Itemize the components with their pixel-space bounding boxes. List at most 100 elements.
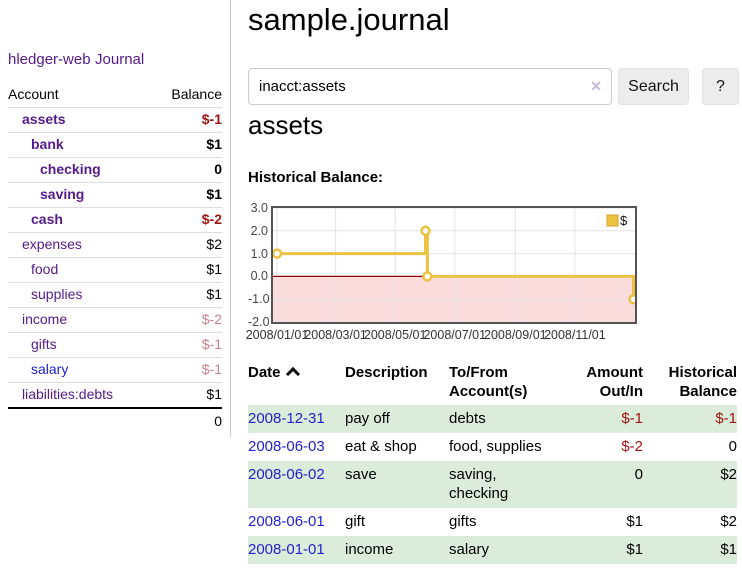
transaction-date-cell: 2008-01-01 <box>248 536 345 564</box>
account-link[interactable]: assets <box>22 111 66 127</box>
register-header-amount: Amount Out/In <box>563 361 643 405</box>
account-row: cash $-2 <box>8 208 222 233</box>
account-balance: $-2 <box>152 208 222 233</box>
account-link[interactable]: bank <box>31 136 64 152</box>
account-link[interactable]: salary <box>31 361 68 377</box>
register-header-date[interactable]: Date <box>248 361 345 405</box>
page-title: sample.journal <box>248 2 450 38</box>
account-name-cell: liabilities:debts <box>8 383 152 409</box>
transaction-accounts: food, supplies <box>449 433 563 461</box>
register-header-balance: Historical Balance <box>643 361 737 405</box>
account-name-cell: assets <box>8 108 152 133</box>
transaction-accounts: debts <box>449 405 563 433</box>
account-link[interactable]: food <box>31 261 58 277</box>
sidebar-item-journal[interactable]: Journal <box>95 51 144 68</box>
account-link[interactable]: expenses <box>22 236 82 252</box>
transaction-row: 2008-06-03 eat & shop food, supplies $-2… <box>248 433 737 461</box>
chart-title: Historical Balance: <box>248 169 383 186</box>
chart-svg: $ <box>273 208 635 322</box>
transaction-amount: $-2 <box>563 433 643 461</box>
account-row: assets $-1 <box>8 108 222 133</box>
register-header-row: Date Description To/From Account(s) Amou… <box>248 361 737 405</box>
accounts-total-spacer <box>8 408 152 434</box>
search-box: ✕ <box>248 68 612 105</box>
transaction-balance: $2 <box>643 461 737 508</box>
account-name-cell: saving <box>8 183 152 208</box>
accounts-header-row: Account Balance <box>8 83 222 108</box>
plot-area: $ <box>271 206 637 324</box>
account-link[interactable]: saving <box>40 186 84 202</box>
transaction-balance: $2 <box>643 508 737 536</box>
account-link[interactable]: gifts <box>31 336 57 352</box>
transaction-date-cell: 2008-06-01 <box>248 508 345 536</box>
legend-label: $ <box>620 213 628 228</box>
account-balance: $1 <box>152 183 222 208</box>
y-tick-label: 1.0 <box>248 246 268 262</box>
account-balance: $1 <box>152 258 222 283</box>
brand-link[interactable]: hledger-web <box>8 51 91 68</box>
account-balance: $2 <box>152 233 222 258</box>
search-input[interactable] <box>248 68 612 105</box>
account-link[interactable]: liabilities:debts <box>22 386 113 402</box>
account-balance: $1 <box>152 283 222 308</box>
account-balance: $1 <box>152 133 222 158</box>
transaction-amount: $1 <box>563 536 643 564</box>
accounts-total-row: 0 <box>8 408 222 434</box>
y-tick-label: 3.0 <box>248 200 268 216</box>
account-name-cell: checking <box>8 158 152 183</box>
account-balance: $-1 <box>152 108 222 133</box>
transaction-accounts: gifts <box>449 508 563 536</box>
transaction-date-link[interactable]: 2008-06-01 <box>248 513 325 530</box>
y-tick-label: -1.0 <box>248 291 268 307</box>
date-header-label: Date <box>248 364 281 381</box>
transaction-date-link[interactable]: 2008-01-01 <box>248 541 325 558</box>
data-point-marker <box>422 227 430 235</box>
transaction-date-cell: 2008-06-02 <box>248 461 345 508</box>
account-link[interactable]: cash <box>31 211 63 227</box>
account-balance: 0 <box>152 158 222 183</box>
transaction-row: 2008-01-01 income salary $1 $1 <box>248 536 737 564</box>
account-name-cell: supplies <box>8 283 152 308</box>
transaction-date-link[interactable]: 2008-06-02 <box>248 466 325 483</box>
account-link[interactable]: supplies <box>31 286 82 302</box>
account-name-cell: food <box>8 258 152 283</box>
transaction-row: 2008-06-01 gift gifts $1 $2 <box>248 508 737 536</box>
account-row: salary $-1 <box>8 358 222 383</box>
data-point-marker <box>273 250 281 258</box>
x-tick-label: 2008/11/01 <box>535 328 615 342</box>
data-point-marker <box>630 295 636 303</box>
account-row: expenses $2 <box>8 233 222 258</box>
register-table: Date Description To/From Account(s) Amou… <box>248 361 737 564</box>
sidebar-divider <box>230 0 231 437</box>
transaction-description: eat & shop <box>345 433 449 461</box>
account-name-cell: salary <box>8 358 152 383</box>
account-link[interactable]: income <box>22 311 67 327</box>
register-header-description: Description <box>345 361 449 405</box>
account-link[interactable]: checking <box>40 161 101 177</box>
data-point-marker <box>423 272 431 280</box>
account-balance: $-1 <box>152 358 222 383</box>
help-button[interactable]: ? <box>702 68 739 105</box>
transaction-balance: $1 <box>643 536 737 564</box>
sidebar: hledger-web Journal Account Balance asse… <box>8 8 222 434</box>
transaction-date-link[interactable]: 2008-12-31 <box>248 410 325 427</box>
sort-ascending-icon <box>285 367 299 381</box>
transaction-description: save <box>345 461 449 508</box>
account-name-cell: cash <box>8 208 152 233</box>
account-row: food $1 <box>8 258 222 283</box>
transaction-amount: $1 <box>563 508 643 536</box>
transaction-accounts: salary <box>449 536 563 564</box>
search-button[interactable]: Search <box>618 68 689 105</box>
transaction-amount: $-1 <box>563 405 643 433</box>
account-row: income $-2 <box>8 308 222 333</box>
account-row: checking 0 <box>8 158 222 183</box>
clear-search-icon[interactable]: ✕ <box>590 78 602 94</box>
transaction-date-link[interactable]: 2008-06-03 <box>248 438 325 455</box>
account-balance: $-1 <box>152 333 222 358</box>
transaction-row: 2008-06-02 save saving, checking 0 $2 <box>248 461 737 508</box>
transaction-row: 2008-12-31 pay off debts $-1 $-1 <box>248 405 737 433</box>
account-name-cell: expenses <box>8 233 152 258</box>
transaction-description: pay off <box>345 405 449 433</box>
account-row: bank $1 <box>8 133 222 158</box>
account-row: saving $1 <box>8 183 222 208</box>
